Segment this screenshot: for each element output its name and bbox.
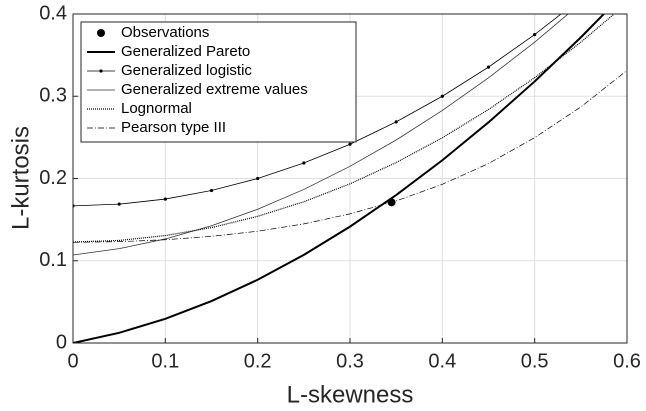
- series-marker: [117, 202, 121, 206]
- legend-label: Pearson type III: [121, 119, 226, 136]
- series-line: [73, 14, 606, 343]
- legend-label: Generalized extreme values: [121, 81, 308, 98]
- x-tick-label: 0.6: [613, 350, 641, 372]
- y-tick-label: 0.1: [39, 249, 67, 271]
- y-tick-label: 0: [56, 331, 67, 353]
- x-tick-label: 0.2: [244, 350, 272, 372]
- x-tick-label: 0.3: [336, 350, 364, 372]
- series-line: [73, 70, 627, 243]
- legend-symbol: [97, 29, 105, 37]
- series-marker: [209, 188, 214, 193]
- series-marker: [440, 94, 444, 98]
- x-axis-label: L-skewness: [287, 381, 414, 408]
- y-tick-label: 0.2: [39, 167, 67, 189]
- series-marker: [394, 120, 398, 124]
- series-marker: [486, 65, 491, 69]
- legend-label: Generalized Pareto: [121, 43, 250, 60]
- legend-label: Lognormal: [121, 100, 192, 117]
- legend-marker: [99, 69, 103, 73]
- series-line: [73, 14, 569, 256]
- legend-label: Observations: [121, 24, 209, 41]
- x-tick-label: 0: [67, 350, 78, 372]
- ticks: 0 0.1 0.2 0.3 0.4 0.5 0.6 0 0.1 0.2 0.3 0.4: [39, 2, 641, 372]
- y-tick-label: 0.3: [39, 85, 67, 107]
- legend-label: Generalized logistic: [121, 62, 252, 79]
- x-tick-label: 0.4: [428, 350, 456, 372]
- series-marker: [256, 176, 260, 181]
- series-marker: [348, 142, 352, 146]
- legend: Observations Generalized Pareto Generalize…: [80, 21, 357, 143]
- x-tick-label: 0.1: [151, 350, 179, 372]
- series-marker: [302, 161, 306, 165]
- series-line: [73, 14, 616, 243]
- series-marker: [163, 197, 167, 201]
- y-axis-label: L-kurtosis: [7, 126, 34, 230]
- x-tick-label: 0.5: [521, 350, 549, 372]
- series-marker: [533, 32, 537, 37]
- legend-box: [80, 21, 357, 143]
- plot-area: [73, 14, 627, 343]
- y-tick-label: 0.4: [39, 2, 67, 24]
